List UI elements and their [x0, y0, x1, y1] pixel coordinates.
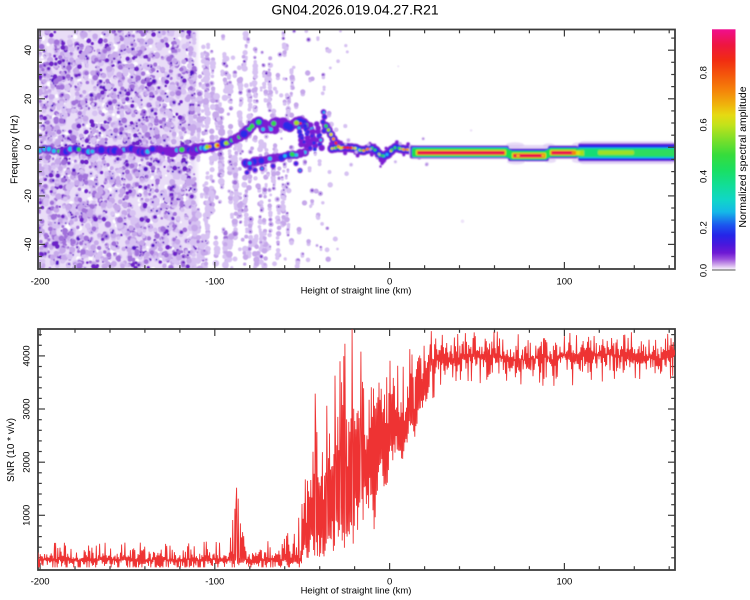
- svg-text:0.8: 0.8: [699, 66, 710, 79]
- svg-text:3000: 3000: [22, 398, 33, 419]
- svg-text:Height of straight line (km): Height of straight line (km): [301, 586, 412, 597]
- svg-text:-100: -100: [205, 577, 224, 588]
- svg-text:2000: 2000: [22, 452, 33, 473]
- svg-text:GN04.2026.019.04.27.R21: GN04.2026.019.04.27.R21: [271, 2, 439, 18]
- svg-text:-20: -20: [23, 189, 34, 203]
- svg-text:0.2: 0.2: [699, 221, 710, 234]
- svg-text:4000: 4000: [22, 345, 33, 366]
- svg-text:0: 0: [387, 577, 392, 588]
- svg-text:1000: 1000: [22, 505, 33, 526]
- svg-text:SNR (10 * v/v): SNR (10 * v/v): [6, 418, 17, 482]
- svg-text:40: 40: [23, 45, 34, 56]
- svg-text:0: 0: [387, 277, 392, 288]
- svg-text:0.6: 0.6: [699, 118, 710, 131]
- svg-text:-40: -40: [23, 238, 34, 252]
- svg-text:0: 0: [23, 145, 34, 150]
- svg-text:-200: -200: [31, 577, 50, 588]
- svg-text:0.0: 0.0: [699, 264, 710, 277]
- svg-text:Frequency (Hz): Frequency (Hz): [10, 115, 21, 184]
- svg-text:Height of straight line (km): Height of straight line (km): [301, 286, 412, 297]
- svg-text:Normalized spectral amplitude: Normalized spectral amplitude: [737, 86, 749, 227]
- svg-text:-200: -200: [31, 277, 50, 288]
- svg-text:-100: -100: [205, 277, 224, 288]
- svg-text:0.4: 0.4: [699, 170, 710, 183]
- svg-text:100: 100: [556, 577, 572, 588]
- svg-text:100: 100: [556, 277, 572, 288]
- svg-text:20: 20: [23, 94, 34, 105]
